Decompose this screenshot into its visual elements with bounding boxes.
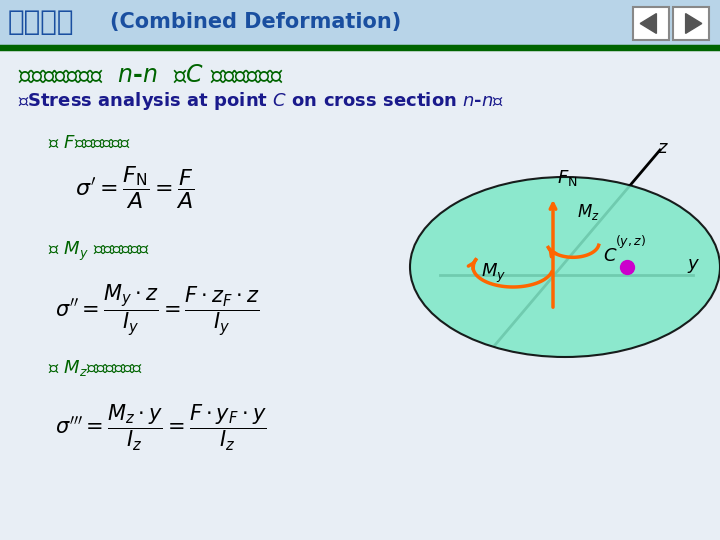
Text: $\sigma''' = \dfrac{M_z \cdot y}{I_z} = \dfrac{F \cdot y_F \cdot y}{I_z}$: $\sigma''' = \dfrac{M_z \cdot y}{I_z} = … [55, 402, 266, 453]
Text: 由 $M_z$产生的正应力: 由 $M_z$产生的正应力 [48, 358, 143, 378]
Text: $y$: $y$ [687, 257, 701, 275]
Bar [673, 7, 709, 40]
Text: $\sigma' = \dfrac{F_{\mathrm{N}}}{A} = \dfrac{F}{A}$: $\sigma' = \dfrac{F_{\mathrm{N}}}{A} = \… [75, 165, 194, 211]
Text: $(y,z)$: $(y,z)$ [615, 233, 646, 250]
Text: 组合变形: 组合变形 [8, 8, 74, 36]
Text: $F_{\mathrm{N}}$: $F_{\mathrm{N}}$ [557, 168, 577, 188]
Bar [0, 0, 720, 48]
Polygon shape [685, 14, 702, 33]
Ellipse shape [410, 177, 720, 357]
Polygon shape [640, 14, 657, 33]
Text: 三、任意横截面  $n$-$n$  上$C$ 点的应力分析: 三、任意横截面 $n$-$n$ 上$C$ 点的应力分析 [18, 63, 284, 87]
Text: $M_y$: $M_y$ [481, 262, 506, 285]
Bar [633, 7, 669, 40]
Text: (Combined Deformation): (Combined Deformation) [110, 12, 401, 32]
Text: （Stress analysis at point $C$ on cross section $n$-$n$）: （Stress analysis at point $C$ on cross s… [18, 90, 504, 112]
Text: 由 $F$产生的正应力: 由 $F$产生的正应力 [48, 134, 130, 152]
Text: $\sigma'' = \dfrac{M_y \cdot z}{I_y} = \dfrac{F \cdot z_F \cdot z}{I_y}$: $\sigma'' = \dfrac{M_y \cdot z}{I_y} = \… [55, 282, 259, 338]
Text: $z$: $z$ [657, 139, 669, 157]
Text: 由 $M_y$ 产生的正应力: 由 $M_y$ 产生的正应力 [48, 240, 150, 263]
Text: $M_z$: $M_z$ [577, 202, 600, 222]
Text: $C$: $C$ [603, 247, 618, 265]
